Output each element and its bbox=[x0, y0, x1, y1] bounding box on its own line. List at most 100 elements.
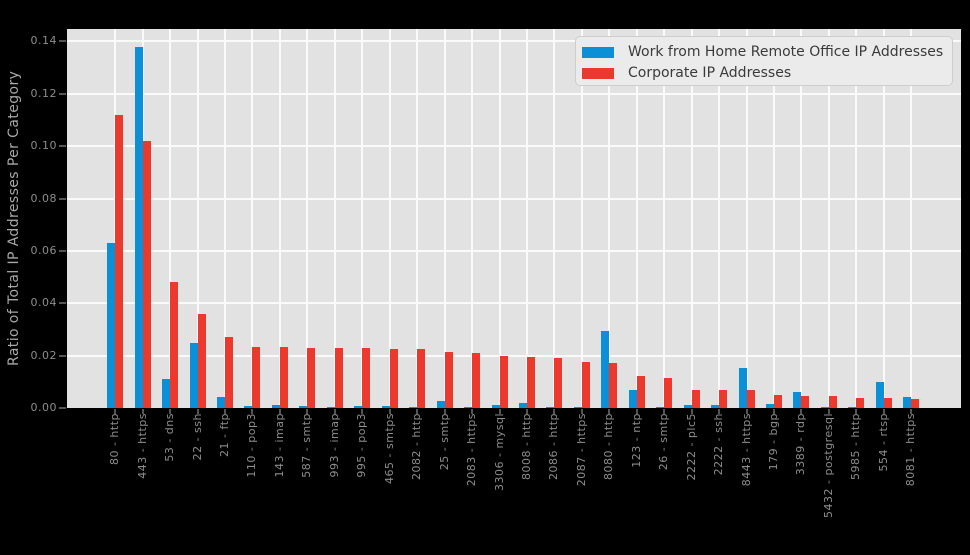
y-tick-mark bbox=[59, 197, 66, 200]
vertical-gridline bbox=[498, 29, 501, 408]
wfh-bar-3306 - mysql bbox=[491, 405, 500, 408]
corporate-bar-554 - rtsp bbox=[883, 398, 892, 408]
x-tick-label: 179 - bgp bbox=[767, 413, 780, 471]
wfh-bar-2222 - plc5 bbox=[683, 405, 692, 408]
y-tick-mark bbox=[59, 92, 66, 95]
x-tick-mark bbox=[306, 409, 309, 414]
wfh-bar-22 - ssh bbox=[189, 343, 198, 408]
legend-swatch bbox=[582, 68, 614, 79]
x-tick-label: 26 - smtp bbox=[657, 413, 671, 471]
x-tick-mark bbox=[498, 409, 501, 414]
x-tick-mark bbox=[361, 409, 364, 414]
y-tick-mark bbox=[59, 249, 66, 252]
y-tick-label: 0.10 bbox=[30, 139, 57, 153]
x-tick-label: 21 - ftp bbox=[218, 413, 231, 457]
x-tick-label: 554 - rtsp bbox=[876, 413, 890, 472]
wfh-bar-179 - bgp bbox=[766, 404, 774, 408]
legend-label: Corporate IP Addresses bbox=[628, 65, 792, 81]
corporate-bar-21 - ftp bbox=[225, 337, 233, 408]
vertical-gridline bbox=[800, 29, 803, 408]
x-tick-label: 143 - imap bbox=[272, 413, 286, 478]
x-tick-label: 995 - pop3 bbox=[355, 413, 369, 478]
corporate-bar-123 - ntp bbox=[636, 376, 645, 408]
x-tick-mark bbox=[910, 409, 913, 414]
corporate-bar-8443 - https bbox=[746, 390, 755, 408]
vertical-gridline bbox=[745, 29, 748, 408]
wfh-bar-993 - imap bbox=[326, 407, 335, 408]
wfh-bar-2222 - ssh bbox=[711, 405, 720, 408]
vertical-gridline bbox=[635, 29, 638, 408]
wfh-bar-995 - pop3 bbox=[354, 406, 363, 408]
x-tick-mark bbox=[690, 409, 693, 414]
legend-swatch bbox=[582, 47, 614, 58]
corporate-bar-26 - smtp bbox=[664, 378, 673, 408]
x-tick-label: 2086 - http bbox=[547, 413, 561, 481]
vertical-gridline bbox=[278, 29, 281, 408]
corporate-bar-587 - smtp bbox=[307, 348, 316, 408]
corporate-bar-2086 - http bbox=[554, 358, 563, 408]
vertical-gridline bbox=[388, 29, 391, 408]
vertical-gridline bbox=[882, 29, 885, 408]
x-tick-label: 3389 - rdp bbox=[794, 413, 808, 476]
y-tick-mark bbox=[59, 40, 66, 43]
corporate-bar-2087 - https bbox=[581, 362, 590, 408]
vertical-gridline bbox=[251, 29, 254, 408]
wfh-bar-21 - ftp bbox=[217, 397, 225, 408]
wfh-bar-3389 - rdp bbox=[793, 392, 802, 408]
x-tick-mark bbox=[388, 409, 391, 414]
x-tick-mark bbox=[635, 409, 638, 414]
y-tick-label: 0.12 bbox=[30, 86, 57, 100]
vertical-gridline bbox=[361, 29, 364, 408]
wfh-bar-26 - smtp bbox=[656, 407, 665, 408]
x-tick-mark bbox=[224, 409, 226, 414]
x-tick-label: 2083 - https bbox=[465, 413, 479, 487]
vertical-gridline bbox=[306, 29, 309, 408]
corporate-bar-3306 - mysql bbox=[499, 356, 508, 408]
x-tick-label: 8080 - http bbox=[602, 413, 616, 481]
x-tick-mark bbox=[333, 409, 336, 414]
y-tick-mark bbox=[59, 145, 66, 148]
wfh-bar-8080 - http bbox=[601, 331, 610, 408]
vertical-gridline bbox=[525, 29, 528, 408]
corporate-bar-2083 - https bbox=[472, 353, 481, 408]
x-tick-label: 3306 - mysql bbox=[492, 413, 506, 491]
corporate-bar-179 - bgp bbox=[774, 395, 782, 408]
horizontal-gridline bbox=[67, 302, 961, 305]
vertical-gridline bbox=[690, 29, 693, 408]
x-tick-label: 5432 - postgresql bbox=[821, 413, 835, 519]
y-tick-label: 0.00 bbox=[30, 401, 57, 414]
x-tick-mark bbox=[580, 409, 583, 414]
wfh-bar-25 - smtp bbox=[436, 401, 445, 408]
horizontal-gridline bbox=[67, 92, 961, 95]
plot-area bbox=[67, 29, 961, 408]
x-tick-label: 123 - ntp bbox=[629, 413, 643, 468]
vertical-gridline bbox=[196, 29, 199, 408]
y-tick-label: 0.04 bbox=[30, 296, 57, 310]
x-tick-mark bbox=[471, 409, 474, 414]
corporate-bar-5985 - http bbox=[856, 398, 865, 408]
corporate-bar-465 - smtps bbox=[389, 349, 398, 408]
corporate-bar-993 - imap bbox=[334, 348, 343, 408]
wfh-bar-2087 - https bbox=[573, 407, 582, 408]
wfh-bar-5432 - postgresql bbox=[820, 407, 829, 408]
vertical-gridline bbox=[580, 29, 583, 408]
wfh-bar-8443 - https bbox=[738, 368, 747, 408]
wfh-bar-80 - http bbox=[107, 243, 116, 408]
x-tick-label: 8008 - http bbox=[519, 413, 533, 481]
corporate-bar-25 - smtp bbox=[444, 352, 453, 408]
wfh-bar-465 - smtps bbox=[381, 406, 390, 408]
x-tick-mark bbox=[251, 409, 254, 414]
horizontal-gridline bbox=[67, 354, 961, 357]
x-tick-mark bbox=[663, 409, 666, 414]
x-tick-label: 465 - smtps bbox=[382, 413, 396, 484]
wfh-bar-2082 - http bbox=[409, 407, 418, 408]
y-tick-mark bbox=[59, 407, 66, 409]
x-tick-mark bbox=[745, 409, 748, 414]
x-tick-mark bbox=[827, 409, 830, 414]
corporate-bar-8081 - https bbox=[911, 399, 920, 408]
x-tick-label: 80 - http bbox=[108, 413, 122, 466]
x-tick-label: 443 - https bbox=[135, 413, 149, 479]
corporate-bar-80 - http bbox=[115, 115, 124, 408]
x-tick-mark bbox=[443, 409, 446, 414]
x-tick-mark bbox=[141, 409, 144, 414]
